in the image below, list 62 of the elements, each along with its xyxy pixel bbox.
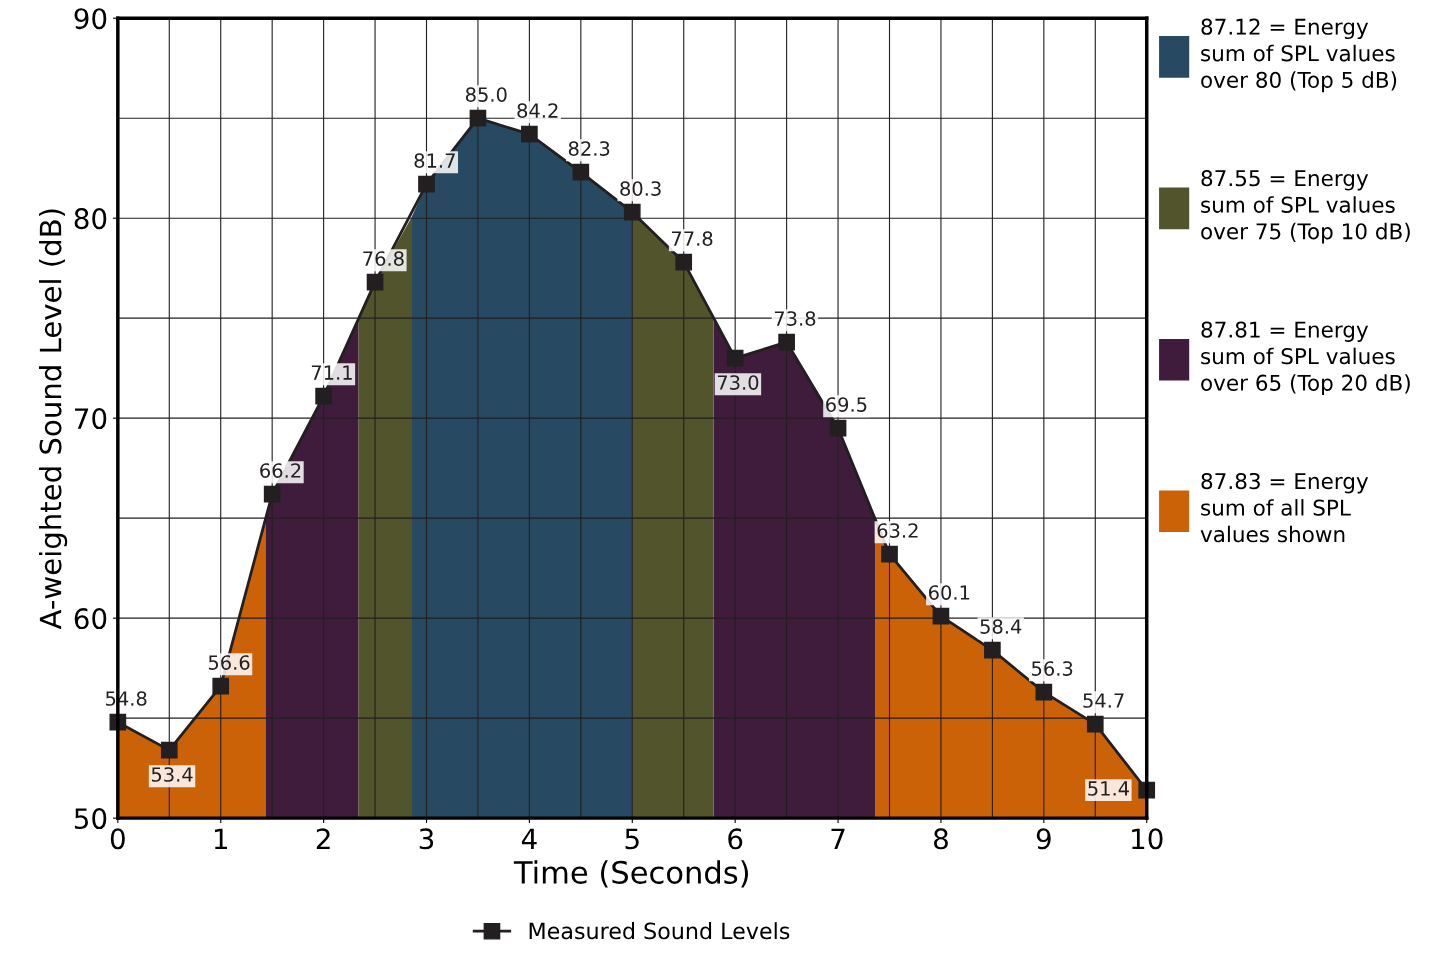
x-tick-label: 4 [521, 828, 537, 849]
data-label: 76.8 [363, 251, 404, 266]
point [778, 333, 795, 351]
point [932, 607, 950, 625]
data-label: 73.0 [717, 375, 759, 390]
x-tick-label: 6 [728, 828, 743, 850]
data-label: 54.7 [1083, 693, 1124, 708]
data-label: 71.1 [311, 365, 352, 380]
point [263, 485, 281, 503]
legend-label: 87.83 = Energy sum of all SPL values shown [1200, 472, 1369, 543]
x-tick-label: 10 [1132, 828, 1163, 850]
data-label: 77.8 [672, 231, 713, 246]
legend-label: 87.81 = Energy sum of SPL values over 65 (Top 20 dB) [1201, 321, 1410, 396]
legend-label: 87.12 = Energy sum of SPL values over 80 (Top 5 dB) [1201, 18, 1397, 93]
data-label: 80.3 [620, 181, 661, 196]
data-label: 60.1 [928, 585, 970, 600]
data-label: 73.8 [774, 311, 816, 326]
point [726, 349, 744, 367]
data-label: 63.2 [877, 523, 918, 538]
data-label: 69.5 [826, 397, 867, 412]
x-tick-label: 7 [831, 828, 845, 849]
y-tick-label: 90 [74, 8, 107, 30]
y-tick-label: 70 [75, 408, 107, 430]
data-label: 53.4 [151, 767, 193, 782]
y-tick-label: 60 [74, 608, 107, 630]
point [315, 387, 332, 405]
x-axis-title: Time (Seconds) [513, 860, 748, 888]
data-label: 82.3 [568, 141, 610, 156]
y-axis-title: A-weighted Sound Level (dB) [38, 209, 68, 630]
point [623, 203, 641, 221]
y-tick-label: 80 [74, 208, 107, 230]
legend-label: 87.55 = Energy sum of SPL values over 75 (Top 10 dB) [1201, 170, 1410, 244]
data-label: 56.6 [208, 655, 250, 670]
point [212, 677, 230, 695]
data-label: 85.0 [465, 87, 507, 102]
data-label: 56.3 [1032, 661, 1073, 676]
point [418, 175, 435, 193]
legend-label: Measured Sound Levels [529, 922, 790, 940]
x-tick-label: 8 [933, 828, 948, 850]
x-tick-label: 2 [316, 828, 330, 849]
data-label: 84.2 [517, 103, 558, 118]
point [1086, 715, 1104, 733]
point [881, 545, 898, 563]
data-label: 66.2 [260, 463, 301, 478]
x-tick-label: 1 [214, 828, 227, 849]
x-tick-label: 0 [110, 828, 125, 850]
point [984, 641, 1001, 659]
x-tick-label: 5 [625, 828, 639, 850]
x-tick-label: 3 [419, 828, 434, 850]
point [469, 109, 487, 127]
y-tick-label: 50 [74, 808, 107, 830]
data-label: 58.4 [980, 619, 1022, 634]
point [1035, 683, 1053, 701]
point [521, 125, 538, 143]
data-label: 81.7 [414, 153, 455, 168]
point [675, 253, 693, 271]
point [160, 741, 178, 759]
data-label: 51.4 [1088, 781, 1129, 796]
point [829, 419, 847, 437]
point [366, 273, 384, 291]
x-tick-label: 9 [1036, 828, 1051, 850]
point [572, 163, 590, 181]
